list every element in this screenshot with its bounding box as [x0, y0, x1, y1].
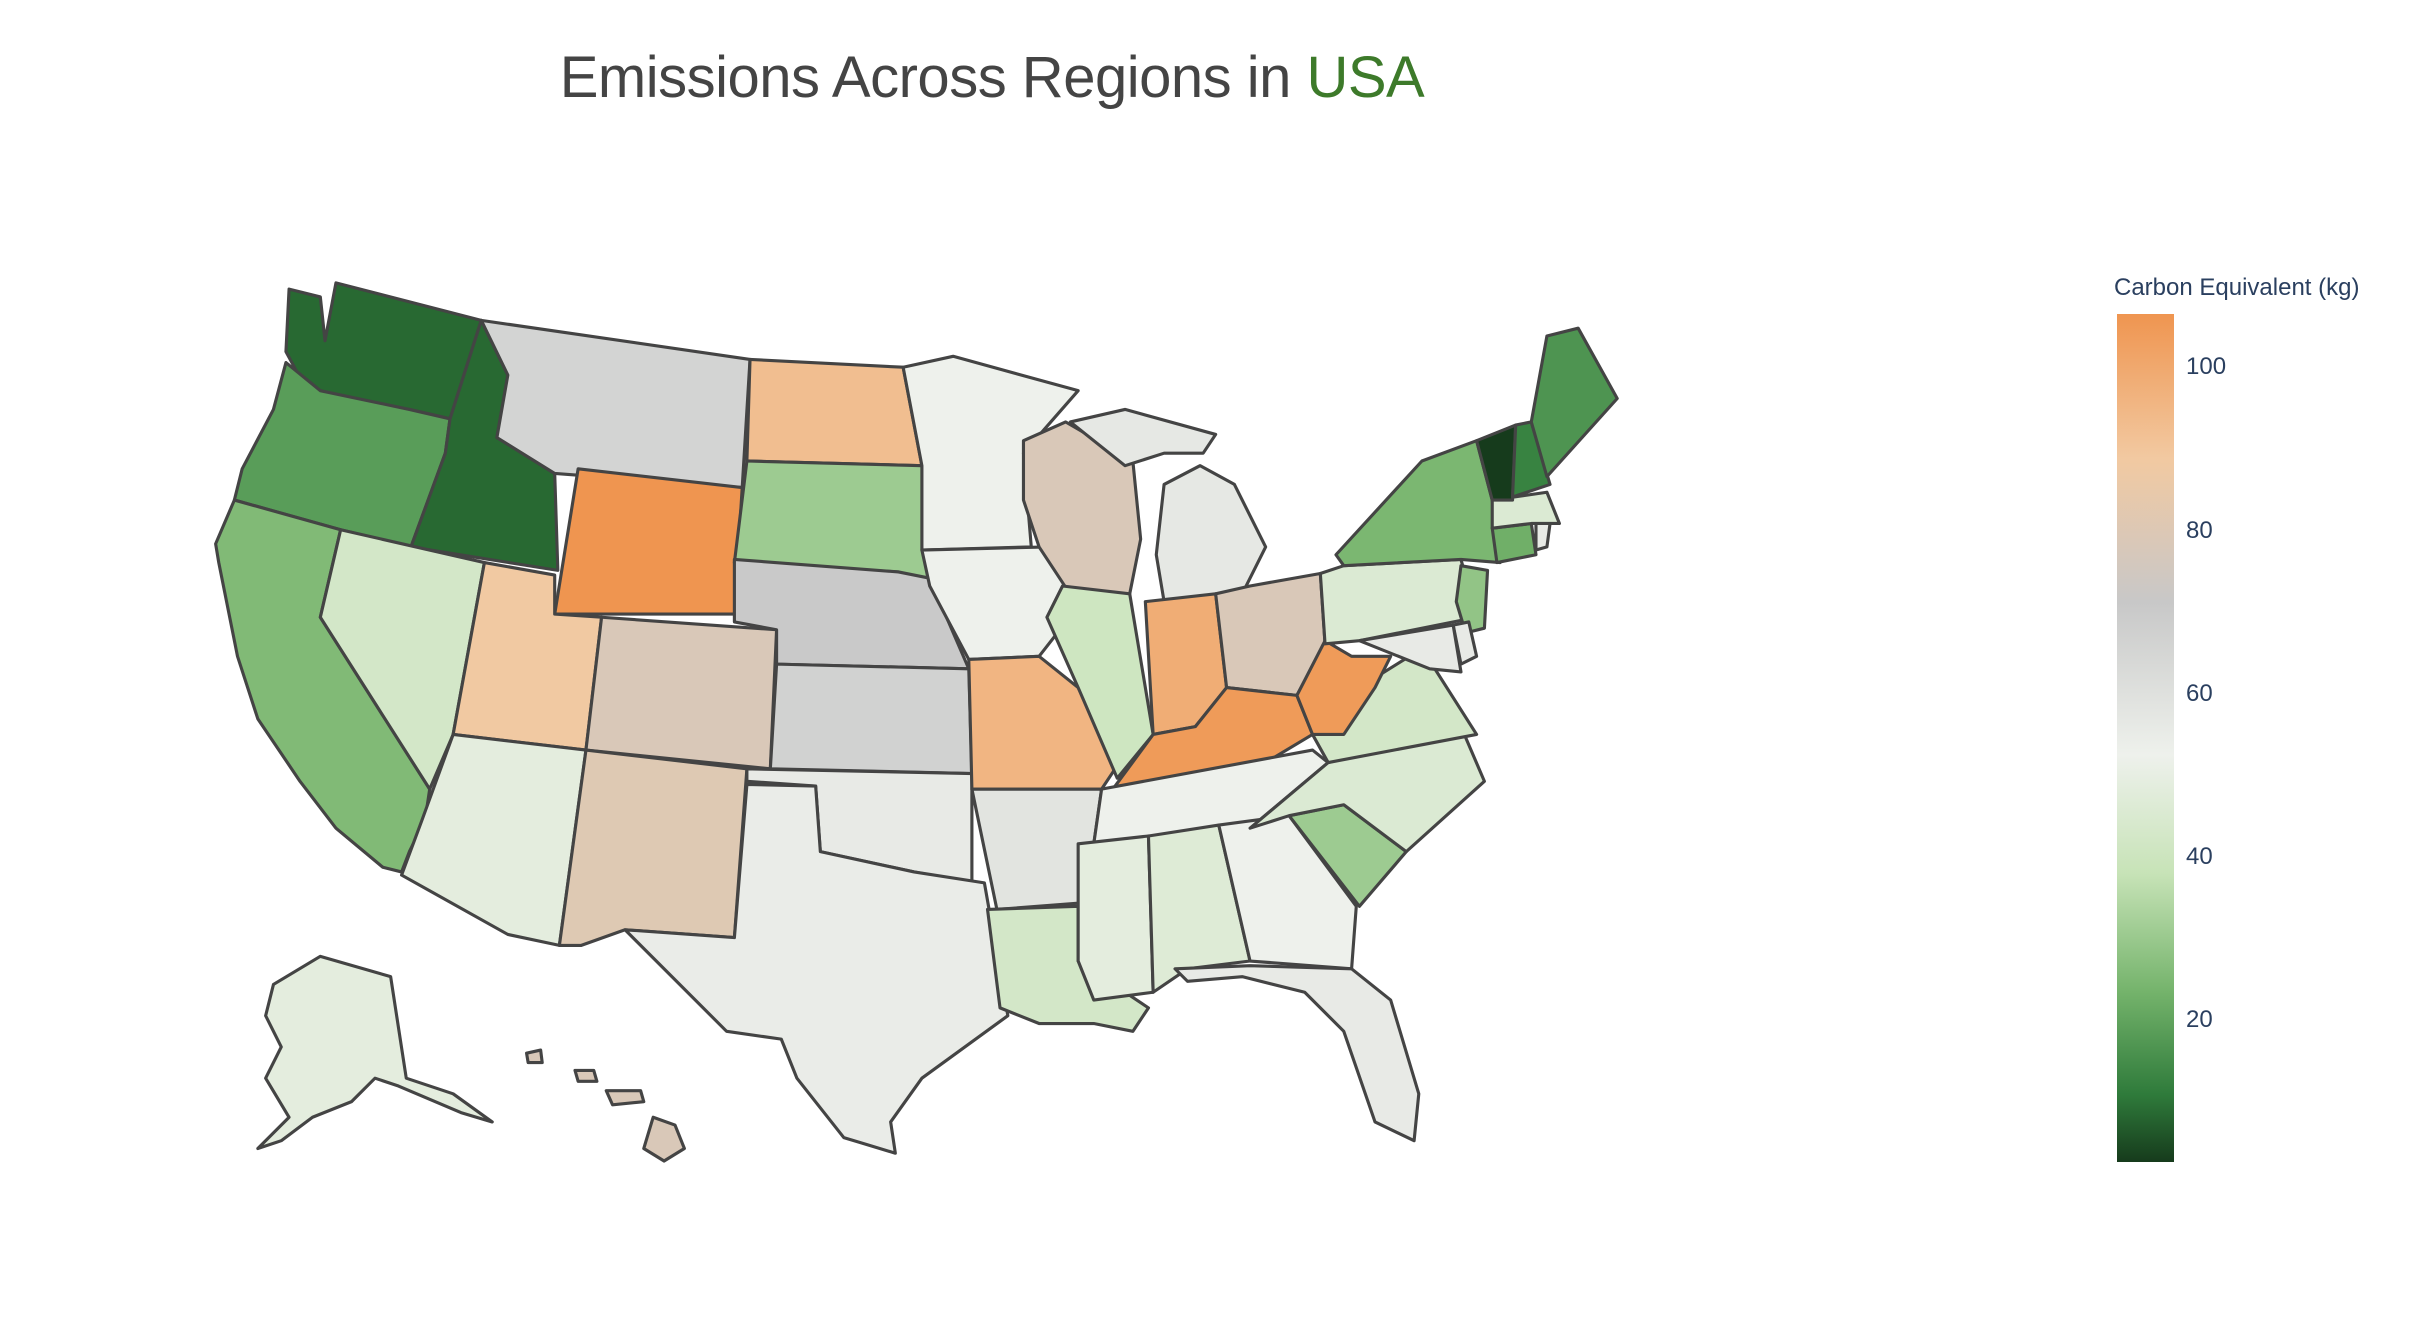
state-HI-kauai[interactable] — [525, 1048, 544, 1065]
state-AL[interactable] — [1146, 823, 1252, 994]
state-MI[interactable] — [1154, 464, 1268, 604]
state-NV[interactable] — [318, 528, 486, 791]
state-NJ[interactable] — [1454, 564, 1490, 635]
state-CT[interactable] — [1490, 521, 1538, 565]
state-NY[interactable] — [1334, 439, 1502, 568]
colorbar-tick-20: 20 — [2186, 1006, 2213, 1033]
page-title: Emissions Across Regions in USA — [0, 44, 1984, 111]
colorbar-tick-40: 40 — [2186, 843, 2213, 870]
state-HI[interactable] — [642, 1115, 686, 1163]
colorbar-gradient — [2117, 314, 2174, 1162]
colorbar-tick-100: 100 — [2186, 353, 2227, 380]
state-HI-oahu[interactable] — [573, 1068, 599, 1083]
state-MD[interactable] — [1357, 623, 1463, 674]
state-MI-upper[interactable] — [1068, 407, 1218, 468]
colorbar-tick-80: 80 — [2186, 517, 2213, 544]
title-text: Emissions Across Regions in — [559, 45, 1307, 110]
title-accent: USA — [1306, 45, 1425, 110]
state-ND[interactable] — [745, 357, 924, 468]
state-KS[interactable] — [768, 662, 974, 776]
state-AK[interactable] — [256, 954, 494, 1151]
state-TX[interactable] — [623, 782, 1010, 1155]
state-RI[interactable] — [1534, 521, 1552, 552]
state-NM[interactable] — [557, 748, 749, 947]
colorbar-tick-60: 60 — [2186, 680, 2213, 707]
state-MS[interactable] — [1076, 834, 1155, 1002]
state-FL[interactable] — [1173, 964, 1421, 1143]
state-WY[interactable] — [553, 467, 744, 616]
state-IL[interactable] — [1045, 584, 1155, 780]
state-ME[interactable] — [1529, 326, 1619, 479]
state-NH[interactable] — [1510, 420, 1552, 499]
colorbar-title: Carbon Equivalent (kg) — [2114, 274, 2360, 301]
state-CO[interactable] — [584, 615, 779, 771]
state-VT[interactable] — [1475, 423, 1518, 502]
state-HI-maui[interactable] — [604, 1089, 646, 1107]
